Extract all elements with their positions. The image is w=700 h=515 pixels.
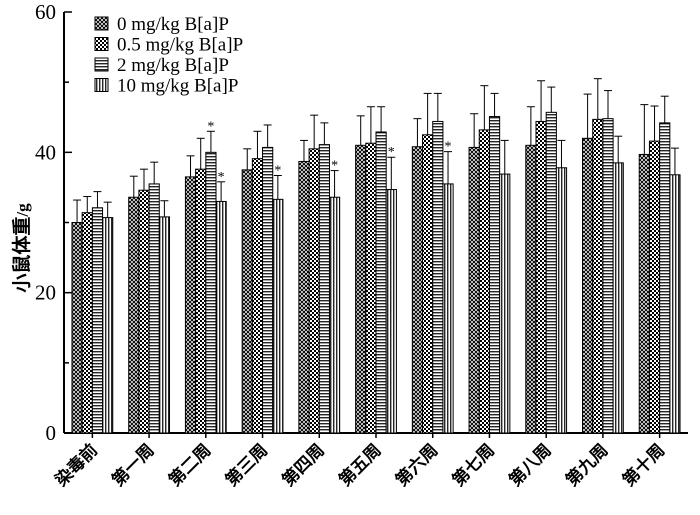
bar bbox=[365, 142, 377, 434]
x-tick-label: 染毒前 bbox=[51, 440, 102, 491]
legend-label: 0.5 mg/kg B[a]P bbox=[117, 35, 243, 56]
bar bbox=[638, 153, 650, 434]
bar bbox=[148, 183, 160, 434]
bar bbox=[195, 168, 207, 434]
y-tick-label: 20 bbox=[35, 281, 56, 305]
bar bbox=[499, 173, 511, 434]
bar bbox=[355, 144, 367, 434]
x-tick-label: 第九周 bbox=[562, 440, 613, 491]
bar bbox=[602, 118, 614, 434]
bar bbox=[318, 144, 330, 434]
significance-star: * bbox=[218, 170, 225, 185]
bar bbox=[308, 148, 320, 434]
x-tick-label: 第五周 bbox=[335, 440, 386, 491]
y-tick-label: 60 bbox=[35, 0, 56, 24]
bar bbox=[81, 212, 93, 434]
legend-label: 0 mg/kg B[a]P bbox=[117, 14, 229, 35]
bar bbox=[468, 146, 480, 434]
bar bbox=[241, 169, 253, 434]
bar bbox=[612, 162, 624, 434]
legend: 0 mg/kg B[a]P0.5 mg/kg B[a]P2 mg/kg B[a]… bbox=[94, 14, 243, 97]
x-tick-label: 第二周 bbox=[164, 440, 215, 491]
bar bbox=[582, 137, 594, 434]
bar bbox=[215, 200, 227, 434]
bar bbox=[432, 120, 444, 434]
bar bbox=[411, 146, 424, 434]
bar bbox=[128, 196, 140, 434]
significance-star: * bbox=[388, 145, 395, 160]
bar bbox=[422, 134, 434, 434]
bar bbox=[138, 189, 150, 434]
x-tick-label: 第四周 bbox=[278, 440, 329, 491]
bar bbox=[91, 207, 104, 434]
bar bbox=[592, 118, 604, 434]
significance-star: * bbox=[274, 163, 281, 178]
bar bbox=[669, 174, 681, 434]
bar bbox=[478, 129, 490, 434]
bar bbox=[525, 144, 537, 434]
legend-swatch bbox=[94, 37, 109, 51]
legend-swatch bbox=[94, 57, 109, 72]
y-axis-label: 小鼠体重 bbox=[10, 217, 33, 293]
bar bbox=[385, 189, 397, 434]
bar bbox=[262, 146, 274, 434]
legend-label: 10 mg/kg B[a]P bbox=[117, 76, 238, 97]
bar bbox=[158, 216, 170, 434]
x-tick-label: 第三周 bbox=[221, 440, 272, 491]
y-tick-label: 40 bbox=[35, 140, 56, 164]
bar bbox=[648, 140, 661, 434]
x-tick-label: 第八周 bbox=[505, 440, 556, 491]
x-tick-label: 第六周 bbox=[391, 440, 442, 491]
bar bbox=[328, 196, 341, 434]
bar bbox=[251, 158, 264, 434]
legend-swatch bbox=[94, 16, 109, 31]
bar bbox=[205, 151, 217, 434]
bar bbox=[488, 116, 501, 434]
y-axis-unit: /g bbox=[13, 203, 32, 218]
bar bbox=[442, 183, 454, 434]
bar bbox=[102, 217, 114, 434]
significance-star: * bbox=[445, 140, 452, 155]
significance-star: * bbox=[331, 159, 338, 174]
bars: * * * * * * bbox=[71, 78, 681, 434]
bar bbox=[375, 131, 387, 434]
legend-swatch bbox=[94, 78, 109, 92]
y-axis-title: 小鼠体重/g bbox=[10, 203, 33, 293]
x-tick-label: 第十周 bbox=[618, 440, 669, 491]
bar bbox=[71, 222, 83, 434]
bar bbox=[555, 167, 568, 434]
x-tick-label: 第一周 bbox=[108, 440, 159, 491]
bar bbox=[184, 176, 197, 434]
bar bbox=[298, 160, 310, 434]
x-tick-label: 第七周 bbox=[448, 440, 499, 491]
legend-label: 2 mg/kg B[a]P bbox=[117, 55, 229, 76]
bar bbox=[272, 198, 284, 434]
significance-star: * bbox=[207, 119, 214, 134]
bar bbox=[545, 111, 557, 434]
bar bbox=[535, 120, 547, 434]
bar bbox=[659, 122, 671, 434]
y-tick-label: 0 bbox=[46, 421, 57, 445]
